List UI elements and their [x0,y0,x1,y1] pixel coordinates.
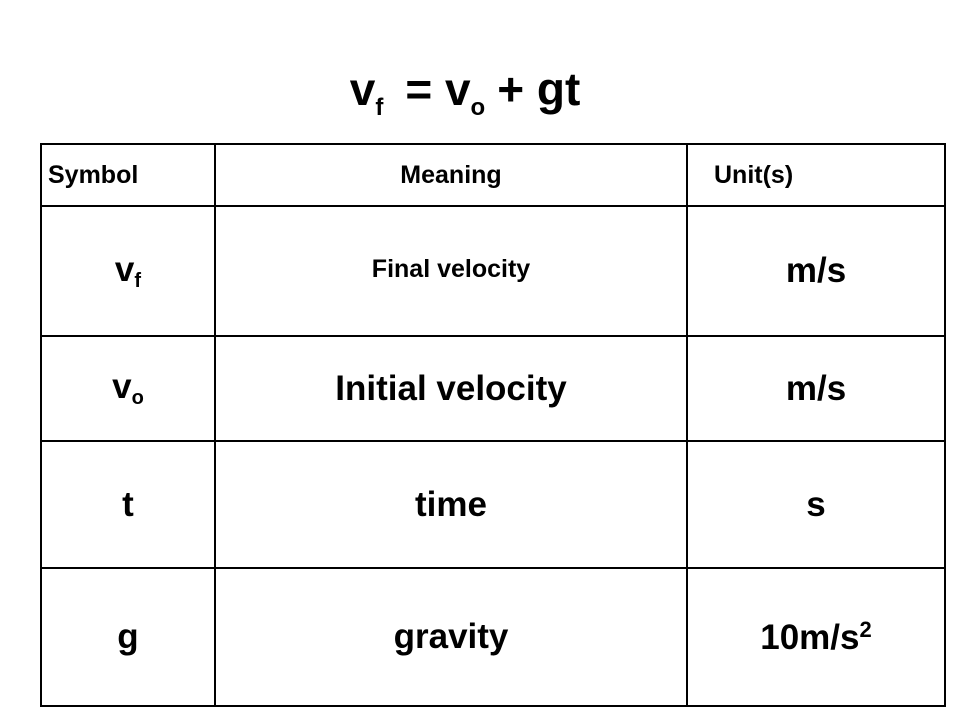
unit-cell: s [686,440,946,569]
header-row: Symbol Meaning Unit(s) [40,143,946,207]
title-subscript: f [375,94,384,121]
variables-table: Symbol Meaning Unit(s) vf Final velocity… [40,143,946,707]
symbol-subscript: o [131,387,144,409]
table-row: vo Initial velocity m/s [40,335,946,442]
unit-cell: 10m/s2 [686,567,946,707]
symbol: v [114,249,135,289]
unit-cell: m/s [686,205,946,337]
unit: 10m/s [760,617,860,657]
header-cell: Meaning [214,143,688,207]
symbol: v [112,367,132,406]
header-cell: Symbol [40,143,216,207]
symbol-cell: t [40,440,216,569]
title-part: = v [405,63,471,115]
symbol-cell: vf [40,205,216,337]
symbol-cell: g [40,567,216,707]
meaning-cell: gravity [214,567,688,707]
header-cell: Unit(s) [686,143,946,207]
title-subscript: o [470,94,486,121]
title-part: + gt [497,63,581,115]
symbol-cell: vo [40,335,216,442]
symbol-subscript: f [134,269,142,292]
unit-cell: m/s [686,335,946,442]
table-row: vf Final velocity m/s [40,205,946,337]
equation-title: vf = vo + gt [0,62,930,122]
table-row: g gravity 10m/s2 [40,567,946,707]
meaning-cell: Initial velocity [214,335,688,442]
title-part: v [349,63,376,115]
table-row: t time s [40,440,946,569]
meaning-cell: time [214,440,688,569]
unit-superscript: 2 [859,616,872,642]
meaning-cell: Final velocity [214,205,688,337]
